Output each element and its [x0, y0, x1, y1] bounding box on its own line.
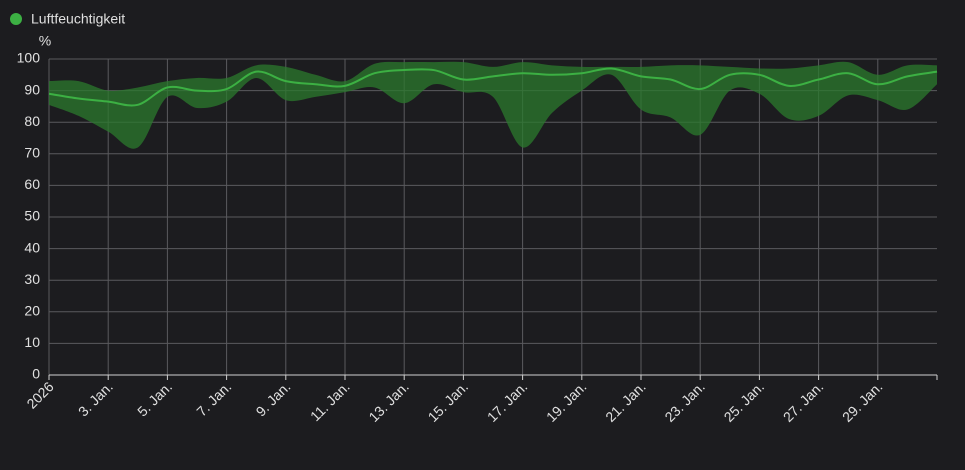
x-tick-label: 13. Jan. — [365, 378, 412, 425]
y-tick-label: 60 — [24, 176, 40, 192]
x-tick-label: 3. Jan. — [75, 378, 116, 419]
y-tick-label: 50 — [24, 208, 40, 224]
x-tick-label: 5. Jan. — [134, 378, 175, 419]
x-tick-label: 11. Jan. — [307, 378, 353, 424]
min-max-band — [49, 61, 937, 149]
y-tick-label: 80 — [24, 113, 40, 129]
data-line — [48, 67, 938, 107]
x-tick-label: 19. Jan. — [543, 378, 590, 425]
y-tick-label: 20 — [24, 303, 40, 319]
x-tick-label: 17. Jan. — [484, 378, 531, 425]
y-tick-label: 0 — [32, 366, 40, 382]
x-tick-label: 9. Jan. — [253, 378, 294, 419]
y-tick-label: 10 — [24, 334, 40, 350]
x-tick-label: 23. Jan. — [661, 378, 708, 425]
x-tick-label: 2026 — [23, 378, 56, 411]
legend-marker[interactable] — [10, 13, 22, 25]
x-tick-label: 27. Jan. — [780, 378, 827, 425]
y-tick-label: 40 — [24, 239, 40, 255]
y-unit: % — [39, 33, 51, 49]
x-tick-label: 25. Jan. — [721, 378, 768, 425]
y-tick-label: 30 — [24, 271, 40, 287]
y-tick-label: 90 — [24, 81, 40, 97]
x-tick-label: 15. Jan. — [425, 378, 472, 425]
y-tick-label: 70 — [24, 145, 40, 161]
y-tick-label: 100 — [17, 50, 41, 66]
x-tick-label: 21. Jan. — [602, 378, 649, 425]
x-tick-label: 7. Jan. — [193, 378, 234, 419]
legend-label[interactable]: Luftfeuchtigkeit — [31, 11, 125, 27]
x-tick-label: 29. Jan. — [839, 378, 886, 425]
